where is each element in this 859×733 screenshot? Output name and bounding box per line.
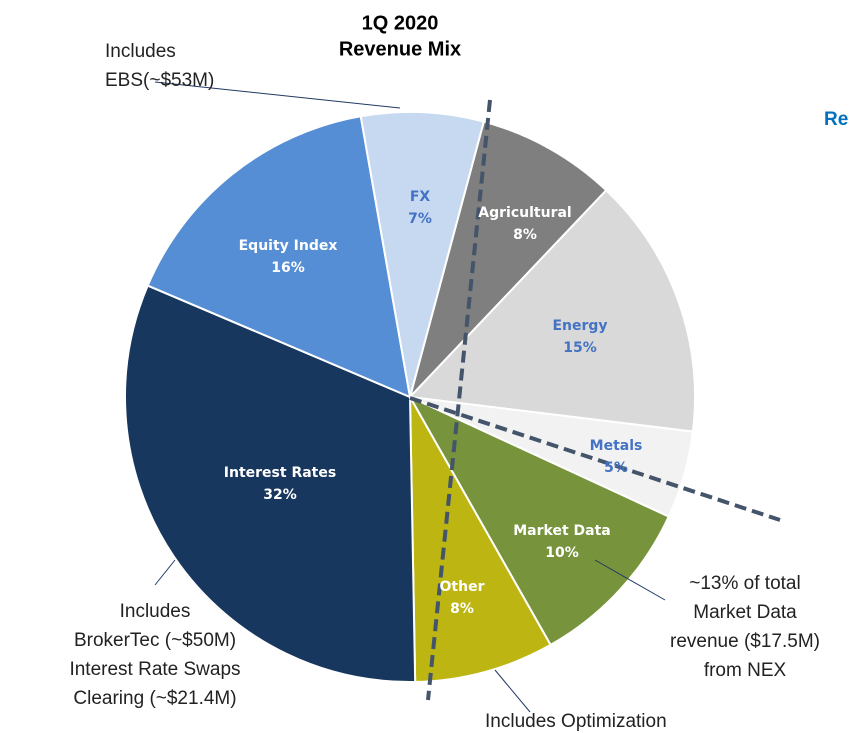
- pie-slice: [409, 120, 608, 398]
- annotation: Includes: [105, 41, 176, 62]
- chart-title: 1Q 2020: [362, 12, 439, 34]
- slice-value: 8%: [450, 601, 474, 617]
- annotation: EBS(~$53M): [105, 70, 214, 91]
- pie-slice: [359, 111, 485, 398]
- annotation: BrokerTec (~$50M): [74, 630, 236, 651]
- annotation: Clearing (~$21.4M): [73, 688, 236, 709]
- annotation: Includes Optimization: [485, 711, 667, 732]
- slice-value: 5%: [604, 460, 628, 476]
- leader-line: [494, 669, 531, 713]
- annotation: from NEX: [704, 660, 787, 681]
- pie-slice: [407, 394, 671, 647]
- pie-slice: [146, 115, 412, 399]
- leader-line: [154, 81, 401, 109]
- slice-label: Interest Rates: [224, 465, 336, 481]
- slice-label: Equity Index: [239, 238, 338, 254]
- annotations: Includes EBS(~$53M) Includes BrokerTec (~$5…: [69, 41, 820, 732]
- divider-line: [409, 396, 781, 522]
- slice-value: 32%: [263, 487, 297, 503]
- slice-value: 8%: [513, 227, 537, 243]
- slice-label: Energy: [552, 318, 607, 334]
- slice-label: Market Data: [513, 523, 611, 539]
- slice-value: 7%: [408, 211, 432, 227]
- annotation: Interest Rate Swaps: [69, 659, 240, 680]
- annotation: ~13% of total: [689, 573, 800, 594]
- leader-line: [594, 559, 666, 601]
- leader-line: [154, 559, 176, 586]
- slice-value: 15%: [563, 340, 597, 356]
- annotation: revenue ($17.5M): [670, 631, 820, 652]
- annotation: Market Data: [693, 602, 797, 623]
- pie-slice: [124, 284, 417, 683]
- slice-label: Metals: [590, 438, 643, 454]
- slice-label: Other: [440, 579, 485, 595]
- side-heading: Re: [824, 109, 848, 130]
- slice-label: FX: [410, 189, 431, 205]
- slice-value: 16%: [271, 260, 305, 276]
- pie-slice: [409, 396, 552, 683]
- slice-value: 10%: [545, 545, 579, 561]
- pie: [124, 111, 696, 683]
- divider-line: [426, 99, 492, 701]
- chart-title: Revenue Mix: [339, 38, 461, 60]
- annotation: Includes: [120, 601, 191, 622]
- pie-slice: [407, 188, 696, 433]
- slice-label: Agricultural: [478, 205, 571, 221]
